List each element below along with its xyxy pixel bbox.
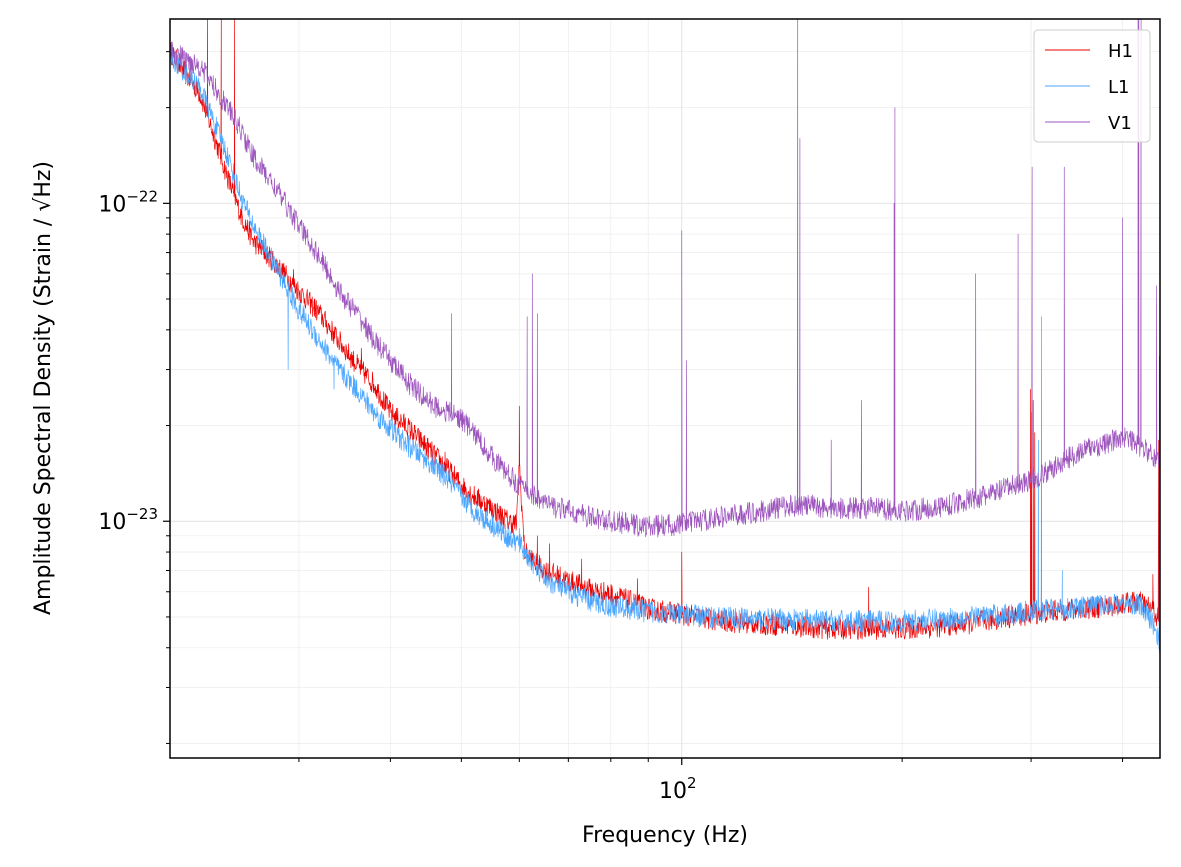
plot-frame <box>169 18 1161 759</box>
legend-label-h1: H1 <box>1108 41 1133 62</box>
y-axis-label: Amplitude Spectral Density (Strain / √Hz… <box>31 161 56 615</box>
legend-label-v1: V1 <box>1108 113 1132 134</box>
legend: H1 L1 V1 <box>1033 29 1151 143</box>
axis-ticks: 102 10−23 10−22 <box>98 51 1124 804</box>
x-tick-label: 102 <box>659 774 697 804</box>
series-line-l1 <box>170 48 1160 654</box>
plot-lines <box>170 19 1160 654</box>
y-tick-label: 10−22 <box>98 187 158 217</box>
legend-label-l1: L1 <box>1108 77 1129 98</box>
legend-box <box>1033 29 1151 143</box>
series-line-v1 <box>170 19 1160 538</box>
series-line-h1 <box>170 19 1160 640</box>
x-axis-label: Frequency (Hz) <box>582 823 748 848</box>
y-tick-label: 10−23 <box>98 505 158 535</box>
grid <box>170 19 1160 758</box>
